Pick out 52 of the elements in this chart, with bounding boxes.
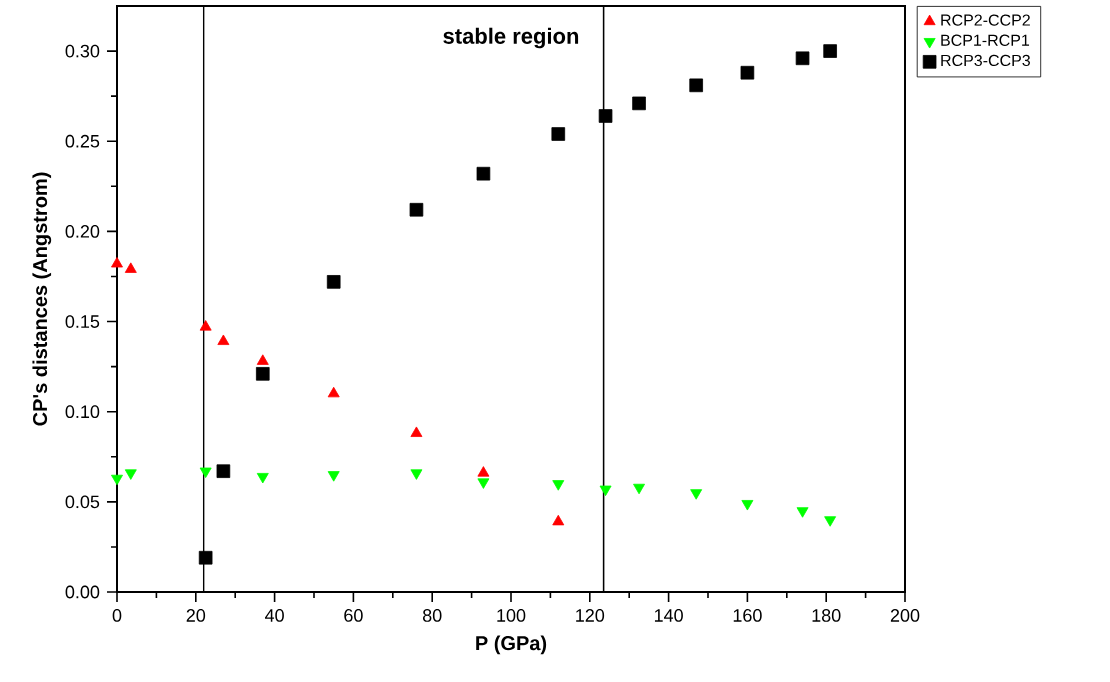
point	[216, 464, 231, 478]
x-tick-label: 40	[265, 609, 284, 622]
point	[199, 467, 212, 478]
point	[111, 257, 123, 268]
point	[477, 478, 490, 489]
point	[690, 489, 703, 500]
point	[632, 96, 646, 111]
y-tick-label: 0.00	[65, 585, 100, 599]
point	[599, 485, 612, 497]
legend-label: RCP2-CCP2	[941, 14, 1030, 26]
annotation: stable region	[443, 27, 579, 49]
x-tick-label: 120	[576, 609, 605, 622]
point	[124, 469, 137, 480]
point	[326, 275, 341, 289]
point	[410, 469, 423, 480]
y-axis-title: CP's distances (Angstrom)	[32, 172, 52, 426]
point	[689, 78, 703, 93]
point	[633, 483, 645, 495]
point	[824, 516, 837, 527]
x-tick-label: 0	[112, 609, 122, 622]
x-tick-label: 200	[890, 609, 920, 622]
point	[795, 51, 810, 66]
y-tick-label: 0.20	[65, 225, 100, 238]
legend-label: RCP3-CCP3	[941, 54, 1030, 67]
x-axis-title: P (GPa)	[476, 635, 547, 655]
x-tick-label: 180	[812, 609, 841, 622]
point	[598, 109, 613, 123]
y-tick-label: 0.15	[65, 315, 100, 328]
x-tick-label: 60	[344, 609, 363, 622]
x-tick-label: 160	[733, 609, 762, 622]
x-tick-label: 20	[186, 609, 206, 622]
point	[256, 473, 269, 484]
x-tick-label: 100	[497, 609, 526, 622]
y-tick-label: 0.10	[65, 405, 100, 419]
point	[476, 166, 491, 181]
y-tick-label: 0.05	[65, 495, 100, 509]
point	[327, 471, 340, 482]
point	[741, 500, 754, 511]
point	[552, 480, 565, 491]
x-tick-label: 80	[422, 609, 442, 622]
point	[823, 44, 837, 58]
point	[551, 127, 566, 141]
y-tick-label: 0.30	[65, 44, 100, 58]
point	[198, 550, 213, 565]
point	[255, 367, 270, 381]
y-tick-label: 0.25	[65, 134, 100, 148]
point	[409, 202, 424, 217]
point	[796, 507, 809, 518]
legend-label: BCP1-RCP1	[941, 34, 1030, 46]
x-tick-label: 140	[654, 609, 683, 622]
point	[740, 65, 755, 80]
point	[111, 474, 123, 486]
